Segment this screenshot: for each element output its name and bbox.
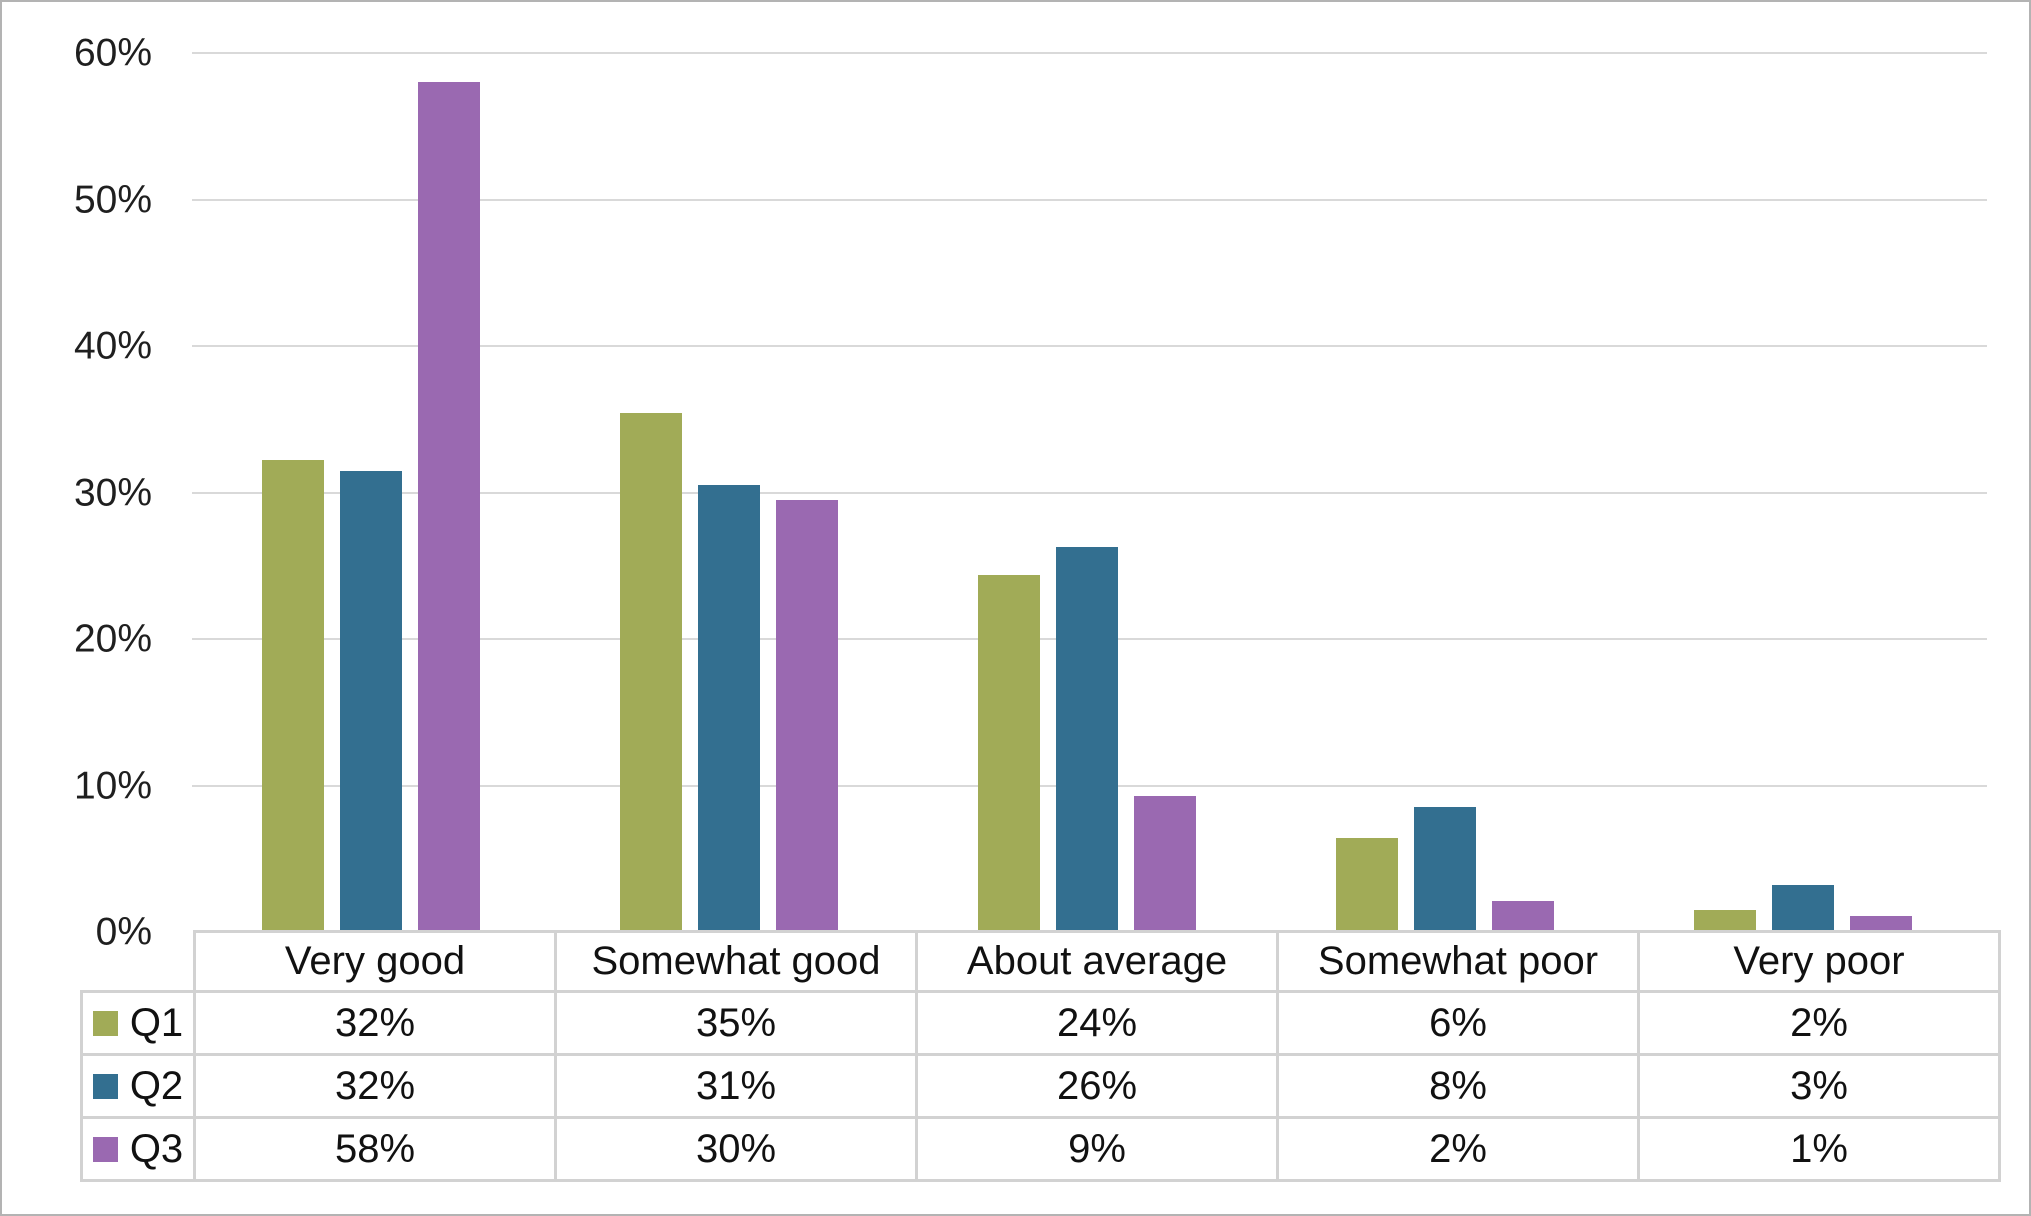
bar-q2-very-poor [1772,885,1834,932]
y-axis-tick-label-40%: 40% [73,324,152,368]
bar-q3-somewhat-poor [1492,901,1554,932]
value-cell-q2-somewhat-poor: 8% [1276,1053,1640,1119]
bar-q1-about-average [978,575,1040,932]
bar-chart-plot-area: 60% 50% 40% 30% 20% 10% 0% [2,2,2029,952]
value-cell-q3-about-average: 9% [915,1116,1279,1182]
legend-cell-q3: Q3 [80,1116,196,1182]
value-cell-q3-somewhat-poor: 2% [1276,1116,1640,1182]
legend-label-q3: Q3 [129,1126,184,1171]
column-header-very-good: Very good [193,930,557,993]
legend-swatch-icon-q1 [92,1010,118,1036]
legend-label-q1: Q1 [129,1000,184,1045]
value-cell-q3-somewhat-good: 30% [554,1116,918,1182]
value-cell-q2-somewhat-good: 31% [554,1053,918,1119]
table-header-row: Very good Somewhat good About average Somew… [82,930,2001,993]
bar-q1-very-good [262,460,324,932]
gridline-60% [192,52,1987,54]
y-axis-tick-label-10%: 10% [73,764,152,807]
legend-swatch-icon-q3 [92,1136,118,1162]
bar-q3-very-good [418,82,480,932]
legend-swatch-icon-q2 [92,1073,118,1099]
table-row-q3: Q3 58% 30% 9% 2% 1% [80,1116,2001,1182]
bar-q1-somewhat-good [620,413,682,932]
bar-q3-somewhat-good [776,500,838,932]
y-axis-tick-label-50%: 50% [73,178,152,221]
legend-cell-q2: Q2 [80,1053,196,1119]
bar-q2-somewhat-good [698,485,760,932]
bar-q2-about-average [1056,547,1118,932]
table-row-q1: Q1 32% 35% 24% 6% 2% [80,990,2001,1056]
column-header-about-average: About average [915,930,1279,993]
y-axis-tick-label-60%: 60% [73,31,152,75]
column-header-very-poor: Very poor [1637,930,2001,993]
legend-label-q2: Q2 [129,1063,184,1108]
value-cell-q3-very-poor: 1% [1637,1116,2001,1182]
y-axis-tick-label-30%: 30% [73,471,152,514]
data-table: Very good Somewhat good About average Somew… [80,930,2001,1182]
legend-cell-q1: Q1 [80,990,196,1056]
bar-q2-very-good [340,471,402,932]
gridline-40% [192,345,1987,347]
table-corner-spacer [82,932,195,992]
bar-q3-very-poor [1850,916,1912,932]
y-axis-tick-label-20%: 20% [73,617,152,661]
value-cell-q1-somewhat-poor: 6% [1276,990,1640,1056]
table-row-q2: Q2 32% 31% 26% 8% 3% [80,1053,2001,1119]
value-cell-q3-very-good: 58% [193,1116,557,1182]
value-cell-q1-very-good: 32% [193,990,557,1056]
value-cell-q1-somewhat-good: 35% [554,990,918,1056]
value-cell-q1-very-poor: 2% [1637,990,2001,1056]
gridline-50% [192,198,1987,201]
value-cell-q2-very-poor: 3% [1637,1053,2001,1119]
bar-q1-very-poor [1694,910,1756,932]
bar-q1-somewhat-poor [1336,838,1398,932]
value-cell-q2-very-good: 32% [193,1053,557,1119]
column-header-somewhat-good: Somewhat good [554,930,918,993]
bar-q3-about-average [1134,796,1196,932]
gridline-30% [192,491,1987,494]
bar-q2-somewhat-poor [1414,807,1476,932]
value-cell-q2-about-average: 26% [915,1053,1279,1119]
value-cell-q1-about-average: 24% [915,990,1279,1056]
y-axis-tick-label-0%: 0% [95,910,152,954]
column-header-somewhat-poor: Somewhat poor [1276,930,1640,993]
